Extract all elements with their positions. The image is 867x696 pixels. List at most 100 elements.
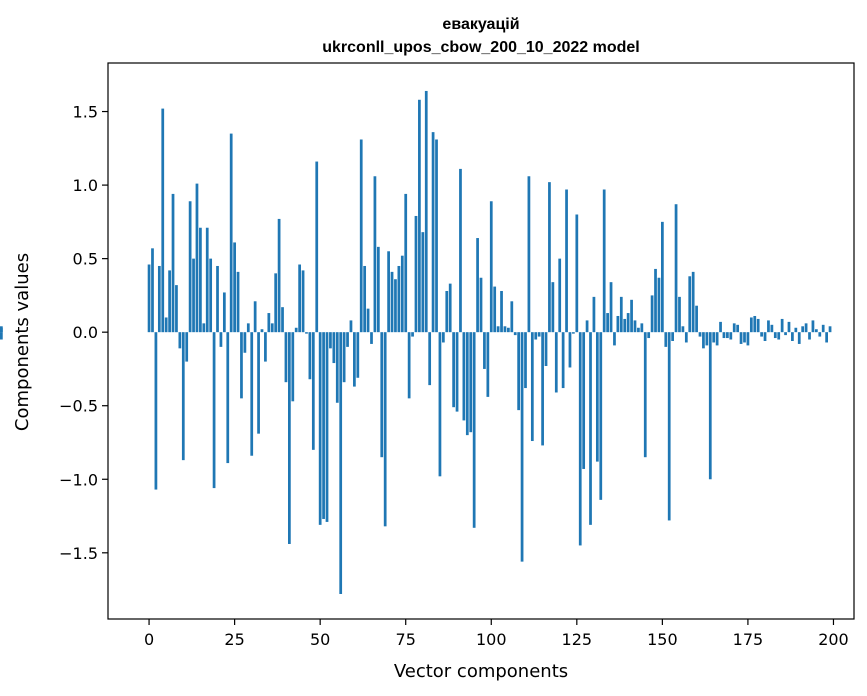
bar-113 [534,332,538,340]
y-tick-label-1: −1.0 [59,470,98,489]
bar-51 [322,332,325,519]
bar-15 [199,227,202,333]
bar-126 [578,332,582,546]
bar-32 [257,332,260,434]
chart-title: евакуацій [442,16,519,33]
bar-92 [462,332,466,421]
bar-93 [465,332,469,436]
bar-29 [246,323,250,333]
bar-38 [277,218,281,333]
bar-169 [726,332,729,339]
bar-85 [438,332,442,477]
bar-74 [400,255,404,333]
x-tick-label-5: 125 [562,630,593,649]
bar-183 [773,332,777,339]
bar-115 [541,332,544,446]
bar-122 [565,189,568,333]
bar-129 [589,332,592,525]
bar-131 [595,332,599,462]
bar-96 [476,238,479,333]
x-axis-label: Vector components [394,661,568,682]
y-tick-label-6: 1.5 [73,103,98,122]
bar-75 [404,193,408,333]
bar-145 [643,332,647,458]
bar-109 [520,332,524,562]
bar-35 [267,313,271,333]
bar-154 [674,204,678,333]
bar-70 [387,251,390,333]
bar-164 [708,332,712,480]
bar-149 [657,277,661,333]
bar-133 [602,189,606,333]
x-tick-label-2: 50 [310,630,330,649]
bar-2 [154,332,158,490]
bar-179 [760,332,763,337]
bar-47 [308,332,312,380]
bar-163 [705,332,709,346]
bar-50 [318,332,322,525]
bar-73 [397,265,401,333]
bar-0 [147,264,151,333]
bar-69 [383,332,387,527]
bar-8 [175,285,178,333]
bar-147 [650,295,654,333]
bar-137 [616,315,620,333]
bar-98 [483,332,486,369]
bar-1 [151,248,154,333]
bar-58 [346,332,349,347]
bar-39 [281,307,284,333]
bar-150 [661,221,664,333]
bar-186 [784,332,787,336]
y-tick-label-2: −0.5 [59,397,98,416]
bar-18 [209,258,213,333]
bar-196 [818,332,822,337]
y-tick-label-5: 1.0 [73,176,98,195]
bar-152 [667,332,671,521]
bar-114 [537,332,541,337]
bar-190 [797,332,801,344]
bar-49 [315,161,319,333]
bar-117 [548,182,551,333]
bar-198 [825,332,828,343]
bar-105 [507,327,510,333]
bar-178 [756,318,760,333]
bar-173 [739,332,743,344]
bar-84 [435,139,438,333]
bar-167 [719,321,722,333]
bar-102 [496,326,500,333]
bar-138 [619,296,623,333]
x-tick-label-3: 75 [396,630,416,649]
bar-26 [236,271,240,333]
chart-subtitle: ukrconll_upos_cbow_200_10_2022 model [322,39,639,56]
bar-34 [264,332,267,362]
bar-139 [623,318,627,333]
bar-192 [804,323,808,333]
bar-61 [356,332,360,378]
bar-36 [270,323,274,333]
bar-103 [500,290,503,333]
plot-frame [107,62,855,620]
bar-79 [418,99,421,333]
bar-19 [212,332,216,489]
bar-22 [222,292,226,333]
bar-66 [373,176,377,333]
bar-142 [633,320,637,333]
bar-158 [688,276,692,333]
bar-112 [530,332,534,442]
bar-87 [445,290,449,333]
bar-59 [349,320,353,333]
bar-116 [544,332,548,366]
bar-157 [684,332,688,343]
bar-16 [202,323,206,333]
bar-119 [554,332,558,393]
bar-104 [503,326,507,333]
bar-128 [585,320,589,333]
bar-78 [414,215,418,333]
bar-99 [486,332,490,397]
bar-146 [647,332,651,339]
bar-25 [233,242,236,333]
x-tick-label-8: 200 [818,630,849,649]
bar-110 [524,332,527,389]
bar-155 [678,296,681,333]
